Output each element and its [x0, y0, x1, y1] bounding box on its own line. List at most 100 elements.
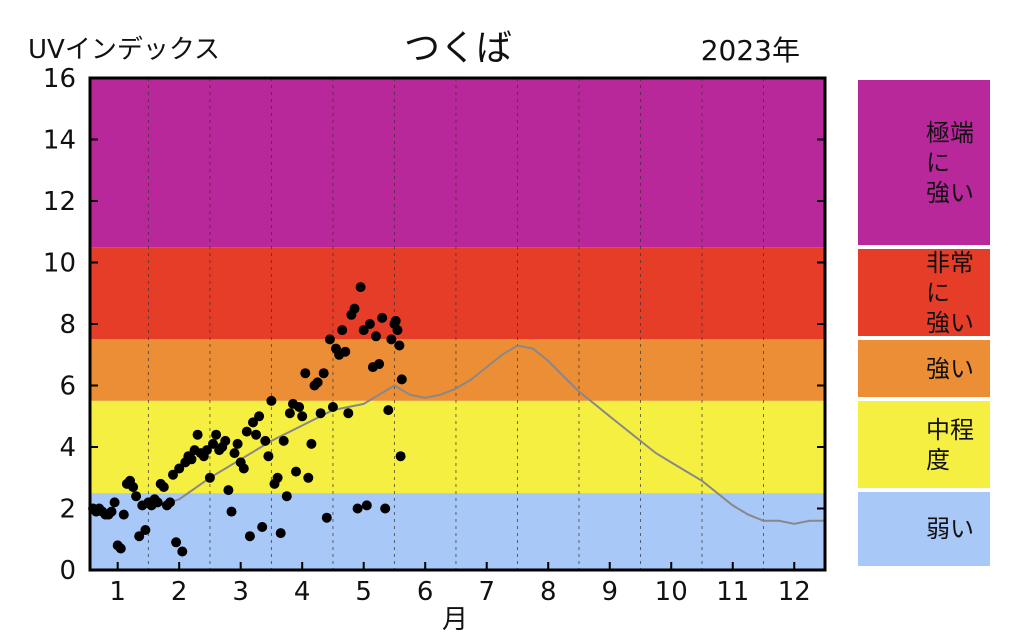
data-point-52: [248, 417, 258, 428]
data-point-60: [272, 472, 283, 483]
data-point-28: [174, 463, 185, 474]
data-point-88: [358, 325, 369, 336]
data-point-27: [171, 537, 182, 548]
data-point-55: [257, 522, 268, 532]
data-point-95: [380, 503, 391, 514]
data-point-92: [371, 331, 381, 342]
data-point-64: [284, 408, 295, 419]
data-point-32: [186, 454, 197, 465]
data-point-90: [364, 319, 375, 329]
y-tick-label-10: 10: [43, 249, 76, 279]
data-point-78: [327, 402, 338, 412]
data-point-81: [337, 325, 348, 336]
x-tick-label-3: 3: [232, 577, 249, 607]
chart-title: つくば: [404, 28, 512, 69]
y-tick-label-0: 0: [59, 556, 76, 586]
data-point-54: [254, 411, 265, 422]
uv-band-1: [90, 247, 825, 340]
y-tick-label-4: 4: [59, 433, 76, 463]
x-tick-label-4: 4: [294, 577, 311, 607]
legend-label: 強い: [926, 354, 974, 383]
data-point-99: [392, 325, 403, 336]
uv-level-bands: [90, 78, 825, 570]
x-tick-label-5: 5: [355, 577, 372, 607]
legend-item-3: 中程度: [858, 400, 990, 489]
data-point-68: [297, 411, 308, 422]
data-point-96: [383, 405, 394, 416]
x-tick-label-2: 2: [171, 577, 188, 607]
x-axis-label: 月: [442, 605, 468, 635]
y-axis-ticks: 0 2 4 6 8 10 12 14 16: [43, 64, 825, 586]
x-tick-label-10: 10: [655, 577, 688, 607]
uv-band-4: [90, 493, 825, 570]
average-uv-curve: [148, 344, 825, 525]
legend-item-2: 強い: [858, 340, 990, 397]
data-point-21: [152, 497, 163, 508]
legend-label: 中程度: [926, 415, 974, 474]
data-point-26: [168, 469, 178, 480]
y-tick-label-12: 12: [43, 187, 76, 217]
data-point-75: [318, 368, 329, 379]
data-point-66: [291, 466, 301, 477]
data-point-6: [106, 506, 117, 517]
data-point-29: [177, 546, 188, 557]
y-tick-label-8: 8: [59, 310, 76, 340]
data-point-93: [374, 359, 385, 369]
legend-label: 弱い: [926, 515, 974, 544]
data-point-56: [260, 435, 271, 446]
y-tick-label-6: 6: [59, 372, 76, 402]
x-tick-label-9: 9: [601, 577, 618, 607]
data-point-50: [241, 426, 252, 437]
data-point-74: [315, 408, 326, 419]
data-point-71: [306, 438, 317, 449]
x-tick-label-7: 7: [478, 577, 495, 607]
y-tick-label-14: 14: [43, 126, 76, 156]
y-axis-label: UVインデックス: [28, 35, 220, 65]
data-point-77: [324, 334, 335, 345]
daily-uv-points: [88, 282, 407, 557]
data-point-70: [303, 472, 314, 483]
data-point-40: [211, 429, 222, 440]
y-tick-label-2: 2: [59, 495, 76, 525]
data-point-57: [263, 451, 274, 462]
data-point-23: [158, 482, 169, 492]
data-point-46: [229, 448, 240, 459]
legend-item-4: 弱い: [858, 492, 990, 566]
x-tick-label-8: 8: [540, 577, 557, 607]
x-tick-label-11: 11: [716, 577, 749, 607]
uv-band-2: [90, 339, 825, 401]
data-point-10: [118, 509, 129, 520]
data-point-38: [204, 472, 215, 483]
data-point-62: [278, 435, 289, 446]
data-point-17: [140, 525, 151, 535]
uv-band-3: [90, 400, 825, 494]
data-point-103: [390, 315, 401, 326]
data-point-89: [361, 500, 372, 511]
data-point-86: [352, 503, 363, 514]
data-point-43: [220, 435, 231, 446]
data-point-13: [128, 482, 139, 492]
data-point-39: [208, 438, 218, 449]
data-point-102: [394, 340, 405, 351]
data-point-53: [251, 429, 262, 440]
legend-item-0: 極端に 強い: [858, 80, 990, 246]
data-point-14: [131, 491, 142, 502]
data-point-9: [115, 543, 126, 554]
data-point-100: [395, 451, 406, 462]
x-tick-label-1: 1: [109, 577, 126, 607]
data-point-83: [343, 408, 354, 419]
data-point-47: [232, 438, 243, 449]
data-point-45: [226, 506, 237, 517]
data-point-25: [165, 497, 175, 508]
legend-label: 極端に 強い: [926, 118, 974, 207]
data-point-97: [386, 334, 397, 345]
x-axis-ticks: 1 2 3 4 5 6 7 8 9 10 11 12: [109, 562, 811, 607]
x-tick-label-6: 6: [417, 577, 434, 607]
data-point-73: [312, 377, 323, 388]
x-tick-label-12: 12: [778, 577, 811, 607]
data-point-69: [300, 368, 311, 379]
data-point-58: [266, 395, 277, 406]
data-point-37: [201, 445, 212, 456]
data-point-101: [396, 374, 407, 385]
